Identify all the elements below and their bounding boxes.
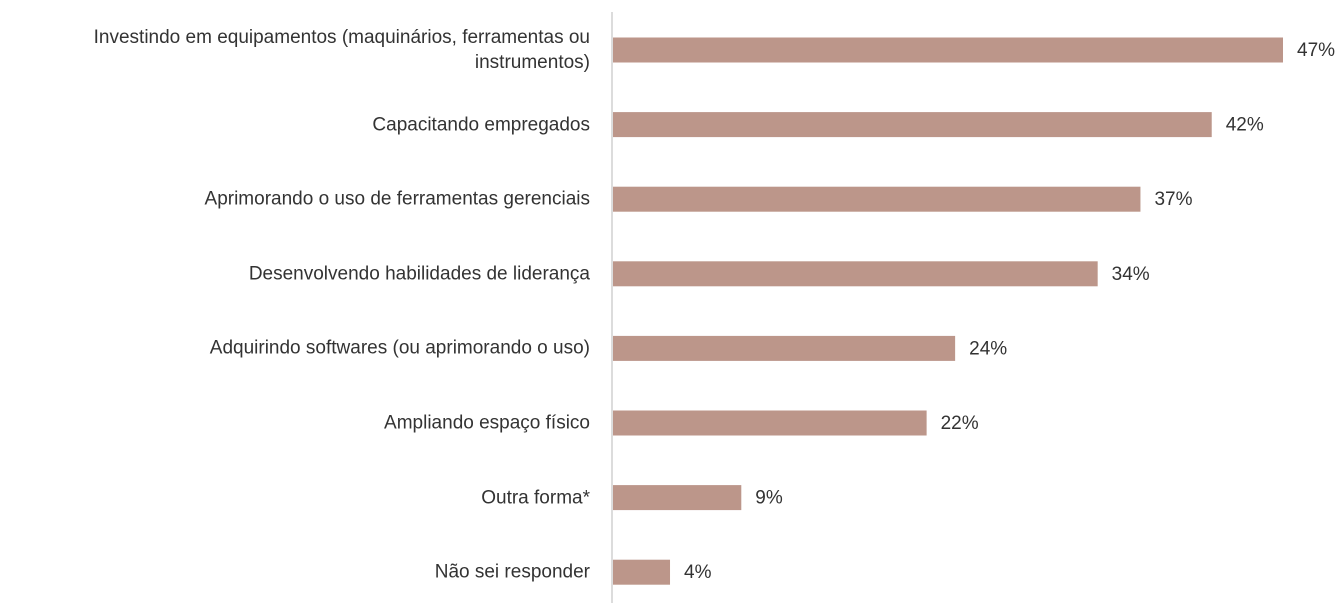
category-label: Aprimorando o uso de ferramentas gerenci… [204, 188, 590, 210]
category-label: Ampliando espaço físico [384, 412, 590, 434]
bar [613, 410, 927, 436]
bar [613, 335, 956, 361]
bar [613, 112, 1212, 138]
bar [613, 485, 742, 511]
category-label: Desenvolvendo habilidades de liderança [248, 263, 590, 285]
category-label: Adquirindo softwares (ou aprimorando o u… [209, 337, 590, 359]
value-label: 24% [969, 338, 1007, 359]
category-label: Capacitando empregados [372, 114, 590, 136]
bar [613, 261, 1098, 287]
value-label: 9% [755, 488, 783, 509]
bar [613, 186, 1141, 212]
bar [613, 559, 671, 585]
value-label: 37% [1154, 189, 1192, 210]
bar [613, 37, 1283, 63]
category-label: Outra forma* [481, 487, 590, 509]
value-label: 22% [941, 413, 979, 434]
value-label: 42% [1226, 115, 1264, 136]
category-label: Não sei responder [434, 561, 590, 583]
value-label: 34% [1112, 264, 1150, 285]
category-label: Investindo em equipamentos (maquinários,… [93, 27, 590, 73]
value-label: 4% [684, 562, 712, 583]
value-label: 47% [1297, 40, 1335, 61]
